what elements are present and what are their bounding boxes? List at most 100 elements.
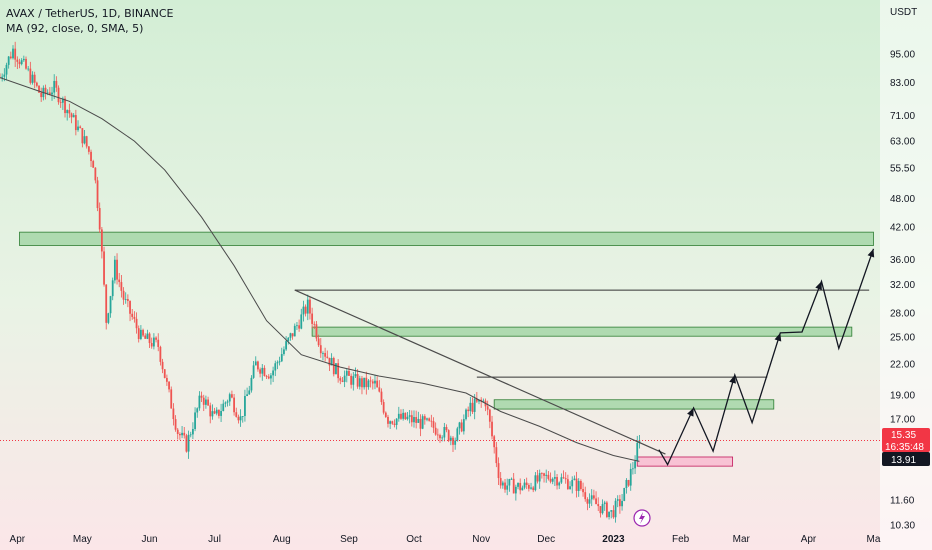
candle <box>608 511 610 520</box>
candle <box>185 433 188 453</box>
candle <box>638 435 641 449</box>
support-zone[interactable] <box>636 456 734 467</box>
indicator-title[interactable]: MA (92, close, 0, SMA, 5) <box>6 22 144 35</box>
candle <box>530 482 532 490</box>
candle <box>213 407 216 415</box>
candle <box>205 395 207 409</box>
candle <box>376 376 379 388</box>
candle <box>501 480 504 489</box>
candle <box>488 408 491 429</box>
y-tick-label: 71.00 <box>890 111 915 122</box>
candle <box>549 472 552 484</box>
candle <box>83 130 86 145</box>
candle <box>562 470 565 479</box>
x-tick-label: Aug <box>273 534 291 545</box>
candle <box>595 491 597 505</box>
candle <box>634 455 636 474</box>
candle <box>560 473 563 484</box>
candle <box>332 356 335 377</box>
candle <box>111 277 114 301</box>
candle <box>389 420 392 429</box>
candle <box>77 120 79 132</box>
projected-path[interactable] <box>658 248 875 467</box>
last-price-value: 15.35 <box>891 430 916 441</box>
candle <box>408 409 411 424</box>
candle <box>57 85 60 105</box>
candle <box>374 374 376 390</box>
candle <box>25 56 27 70</box>
candle <box>172 403 175 426</box>
y-tick-label: 11.60 <box>890 495 915 506</box>
candle <box>55 76 58 92</box>
candle <box>226 399 229 407</box>
trendline[interactable] <box>294 289 666 455</box>
candle <box>96 176 99 212</box>
candle <box>605 500 608 519</box>
candle <box>144 333 147 339</box>
candle <box>590 489 593 507</box>
candle <box>159 345 162 366</box>
candle <box>70 112 73 124</box>
candle <box>458 421 461 435</box>
candle <box>202 394 205 412</box>
candle <box>545 469 548 483</box>
candle <box>146 329 149 340</box>
candle <box>306 294 309 321</box>
candle <box>53 74 56 100</box>
candle <box>287 337 290 345</box>
candle <box>81 127 84 148</box>
event-lightning-icon[interactable] <box>633 509 651 527</box>
candle <box>183 426 186 439</box>
candle <box>157 333 160 352</box>
candle <box>426 417 428 422</box>
candle <box>400 409 402 420</box>
arrowhead <box>815 281 822 291</box>
candle <box>259 367 261 378</box>
last-price-badge: 15.35 16:35:48 <box>882 428 930 453</box>
candle <box>179 432 181 440</box>
candle <box>423 414 426 425</box>
candle <box>335 363 337 375</box>
candle <box>348 365 350 376</box>
candle <box>558 481 561 490</box>
candle <box>267 374 270 380</box>
candle <box>588 493 591 508</box>
candle <box>12 45 14 60</box>
candle <box>629 463 632 491</box>
candle <box>59 99 62 108</box>
resistance-zone[interactable] <box>493 399 775 410</box>
resistance-zone[interactable] <box>19 231 874 246</box>
candle <box>441 435 444 442</box>
candle <box>566 474 569 491</box>
candle <box>250 375 253 393</box>
candle <box>44 84 47 100</box>
candle <box>40 87 43 102</box>
candle <box>27 66 30 72</box>
candle <box>436 428 439 441</box>
candle <box>397 406 400 422</box>
candle <box>428 417 431 422</box>
candle <box>131 308 134 320</box>
candle <box>369 376 372 388</box>
candle <box>280 347 283 363</box>
candle <box>311 307 314 329</box>
candle <box>473 394 476 420</box>
candle <box>107 312 110 325</box>
symbol-title[interactable]: AVAX / TetherUS, 1D, BINANCE <box>6 7 174 20</box>
candle <box>365 371 368 395</box>
candle <box>627 479 630 487</box>
candle <box>274 360 277 377</box>
candle <box>525 477 528 490</box>
candle <box>632 461 634 475</box>
candle <box>35 81 38 88</box>
candle <box>553 470 556 487</box>
resistance-zone[interactable] <box>311 326 853 337</box>
candle <box>452 436 454 452</box>
candle <box>270 373 272 385</box>
candle <box>302 300 305 322</box>
candle <box>187 430 190 459</box>
candle <box>296 322 298 330</box>
candle <box>495 442 498 468</box>
